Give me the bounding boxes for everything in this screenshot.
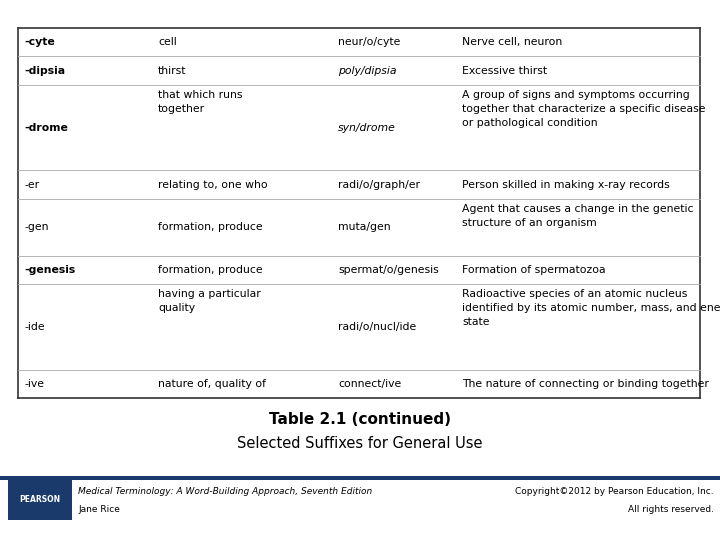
Text: The nature of connecting or binding together: The nature of connecting or binding toge… xyxy=(462,379,709,389)
Text: relating to, one who: relating to, one who xyxy=(158,179,268,190)
Text: Excessive thirst: Excessive thirst xyxy=(462,66,547,76)
Text: -er: -er xyxy=(24,179,39,190)
Text: All rights reserved.: All rights reserved. xyxy=(628,505,714,515)
Text: PEARSON: PEARSON xyxy=(19,495,60,503)
Text: that which runs
together: that which runs together xyxy=(158,90,243,114)
Text: Radioactive species of an atomic nucleus
identified by its atomic number, mass, : Radioactive species of an atomic nucleus… xyxy=(462,289,720,327)
Text: -dipsia: -dipsia xyxy=(24,66,65,76)
Text: formation, produce: formation, produce xyxy=(158,222,263,232)
Text: Table 2.1 (continued): Table 2.1 (continued) xyxy=(269,413,451,428)
Text: -gen: -gen xyxy=(24,222,48,232)
Text: having a particular
quality: having a particular quality xyxy=(158,289,261,313)
Text: cell: cell xyxy=(158,37,176,47)
Text: Jane Rice: Jane Rice xyxy=(78,505,120,515)
Text: Agent that causes a change in the genetic
structure of an organism: Agent that causes a change in the geneti… xyxy=(462,204,693,228)
Text: Person skilled in making x-ray records: Person skilled in making x-ray records xyxy=(462,179,670,190)
Text: -drome: -drome xyxy=(24,123,68,133)
Text: Nerve cell, neuron: Nerve cell, neuron xyxy=(462,37,562,47)
Text: formation, produce: formation, produce xyxy=(158,265,263,275)
Text: syn/drome: syn/drome xyxy=(338,123,396,133)
Text: A group of signs and symptoms occurring
together that characterize a specific di: A group of signs and symptoms occurring … xyxy=(462,90,706,128)
Text: poly/dipsia: poly/dipsia xyxy=(338,66,397,76)
Text: muta/gen: muta/gen xyxy=(338,222,391,232)
Text: radi/o/nucl/ide: radi/o/nucl/ide xyxy=(338,322,416,332)
Bar xyxy=(0,476,720,480)
Text: spermat/o/genesis: spermat/o/genesis xyxy=(338,265,438,275)
Text: -genesis: -genesis xyxy=(24,265,76,275)
Bar xyxy=(8,478,72,520)
Text: radi/o/graph/er: radi/o/graph/er xyxy=(338,179,420,190)
Text: connect/ive: connect/ive xyxy=(338,379,401,389)
Text: thirst: thirst xyxy=(158,66,186,76)
Text: Formation of spermatozoa: Formation of spermatozoa xyxy=(462,265,606,275)
Text: Selected Suffixes for General Use: Selected Suffixes for General Use xyxy=(238,436,482,451)
Text: -ive: -ive xyxy=(24,379,44,389)
Text: nature of, quality of: nature of, quality of xyxy=(158,379,266,389)
Text: Copyright©2012 by Pearson Education, Inc.: Copyright©2012 by Pearson Education, Inc… xyxy=(516,488,714,496)
Text: -cyte: -cyte xyxy=(24,37,55,47)
Text: neur/o/cyte: neur/o/cyte xyxy=(338,37,400,47)
Text: Medical Terminology: A Word-Building Approach, Seventh Edition: Medical Terminology: A Word-Building App… xyxy=(78,488,372,496)
Text: -ide: -ide xyxy=(24,322,45,332)
